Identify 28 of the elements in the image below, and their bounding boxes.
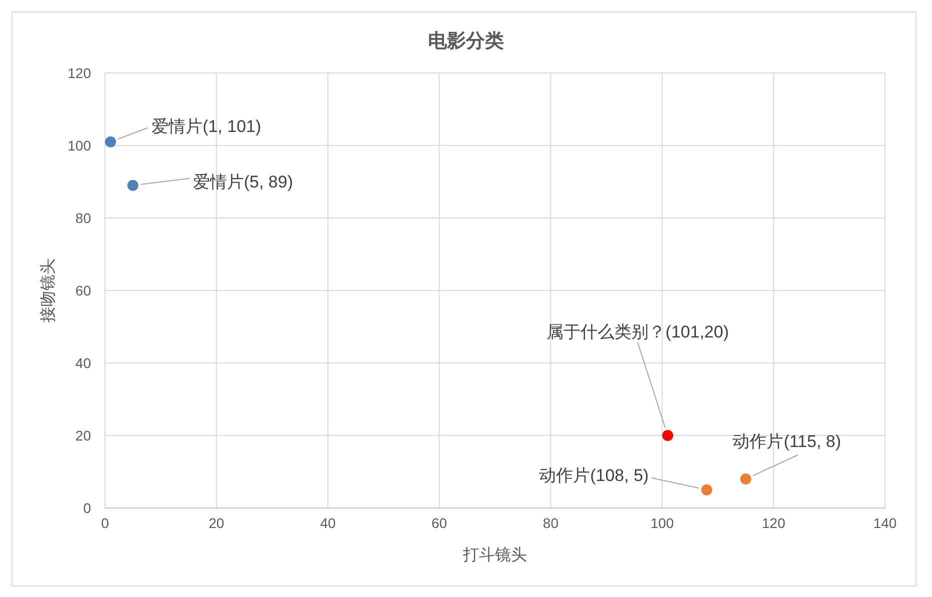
point bbox=[105, 136, 116, 148]
y-axis-title: 接吻镜头 bbox=[39, 258, 57, 322]
chart-title: 电影分类 bbox=[428, 30, 504, 52]
annotation: 动作片(115, 8) bbox=[732, 432, 842, 451]
y-tick-label: 120 bbox=[68, 65, 92, 81]
point bbox=[701, 484, 712, 496]
point bbox=[127, 180, 138, 191]
x-tick-label: 0 bbox=[101, 515, 110, 531]
x-tick-label: 120 bbox=[762, 515, 786, 531]
point bbox=[662, 430, 674, 441]
y-tick-label: 40 bbox=[75, 355, 92, 371]
annotation: 属于什么类别？(101,20) bbox=[546, 322, 729, 342]
y-tick-label: 60 bbox=[75, 282, 92, 298]
x-tick-label: 20 bbox=[208, 515, 224, 531]
annotation: 动作片(108, 5) bbox=[539, 466, 649, 485]
y-tick-label: 0 bbox=[83, 500, 92, 516]
annotation: 爱情片(5, 89) bbox=[192, 172, 293, 192]
y-tick-label: 80 bbox=[75, 210, 92, 226]
point bbox=[740, 474, 752, 484]
x-tick-label: 80 bbox=[542, 515, 559, 531]
x-tick-label: 140 bbox=[873, 515, 897, 531]
y-tick-label: 20 bbox=[75, 428, 92, 444]
x-axis-title: 打斗镜头 bbox=[462, 546, 527, 564]
x-tick-label: 60 bbox=[431, 515, 448, 531]
y-tick-label: 100 bbox=[68, 138, 92, 154]
annotation: 爱情片(1, 101) bbox=[152, 116, 262, 136]
x-tick-label: 100 bbox=[650, 515, 674, 531]
x-tick-label: 40 bbox=[320, 515, 336, 531]
